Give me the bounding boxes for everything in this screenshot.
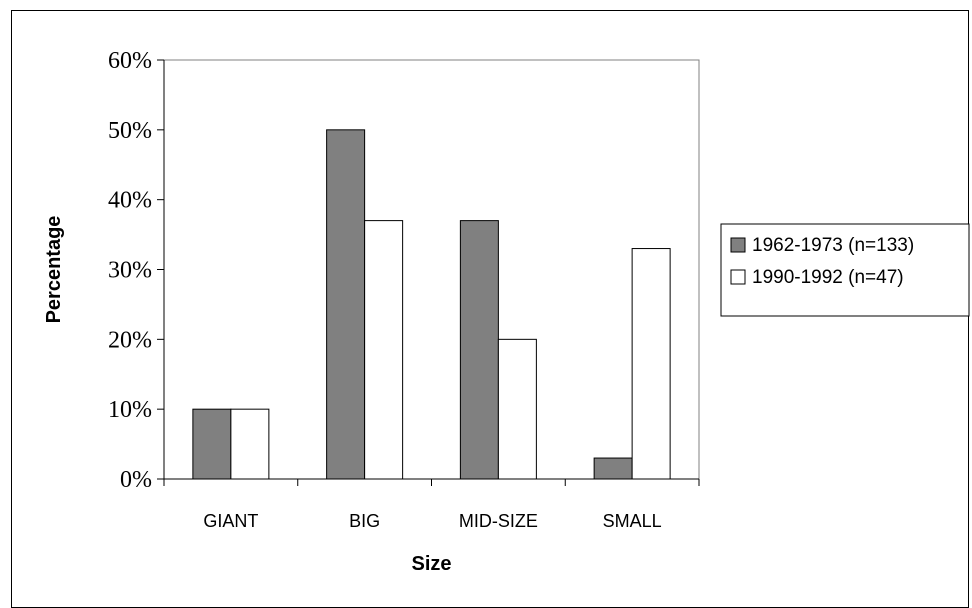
x-tick-label: MID-SIZE xyxy=(459,511,538,531)
y-axis-title: Percentage xyxy=(43,216,65,324)
legend-label: 1962-1973 (n=133) xyxy=(752,235,914,256)
y-tick-label: 60% xyxy=(108,48,152,74)
legend: 1962-1973 (n=133) 1990-1992 (n=47) xyxy=(720,223,970,317)
bar-series-1 xyxy=(593,457,633,480)
y-tick-label: 50% xyxy=(108,118,152,144)
bar-series-2 xyxy=(364,220,404,480)
x-axis: GIANT BIG MID-SIZE SMALL xyxy=(163,478,700,531)
legend-swatch xyxy=(730,237,746,253)
legend-label: 1990-1992 (n=47) xyxy=(752,267,904,288)
bar-series-2 xyxy=(230,408,270,480)
bar-series-1 xyxy=(459,220,499,480)
y-tick-label: 0% xyxy=(120,467,152,493)
x-tick-label: BIG xyxy=(349,511,380,531)
x-tick-label: SMALL xyxy=(603,511,662,531)
y-tick-label: 20% xyxy=(108,327,152,353)
bar-series-2 xyxy=(497,338,537,480)
legend-box xyxy=(720,223,970,317)
x-tick-label: GIANT xyxy=(203,511,258,531)
bar-series-1 xyxy=(326,129,366,480)
bar-series-2 xyxy=(631,248,671,480)
y-tick-label: 30% xyxy=(108,258,152,284)
bars xyxy=(192,129,671,480)
legend-swatch xyxy=(730,269,746,285)
y-tick-label: 10% xyxy=(108,397,152,423)
x-axis-title: Size xyxy=(411,553,451,575)
bar-series-1 xyxy=(192,408,232,480)
y-axis: 0% 10% 20% 30% 40% 50% 60% xyxy=(108,48,165,493)
y-tick-label: 40% xyxy=(108,188,152,214)
